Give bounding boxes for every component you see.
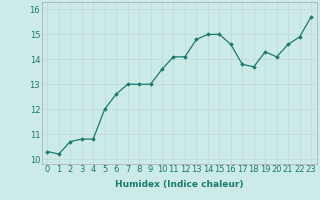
X-axis label: Humidex (Indice chaleur): Humidex (Indice chaleur) (115, 180, 244, 189)
